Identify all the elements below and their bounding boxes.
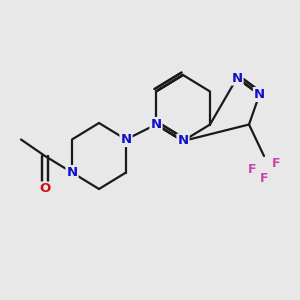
- Text: N: N: [177, 134, 189, 148]
- Text: O: O: [39, 182, 51, 196]
- Text: N: N: [66, 166, 78, 179]
- Text: N: N: [150, 118, 162, 131]
- Text: F: F: [248, 163, 256, 176]
- Text: F: F: [260, 172, 268, 185]
- Text: N: N: [254, 88, 265, 101]
- Text: N: N: [231, 71, 243, 85]
- Text: F: F: [272, 157, 280, 170]
- Text: N: N: [120, 133, 132, 146]
